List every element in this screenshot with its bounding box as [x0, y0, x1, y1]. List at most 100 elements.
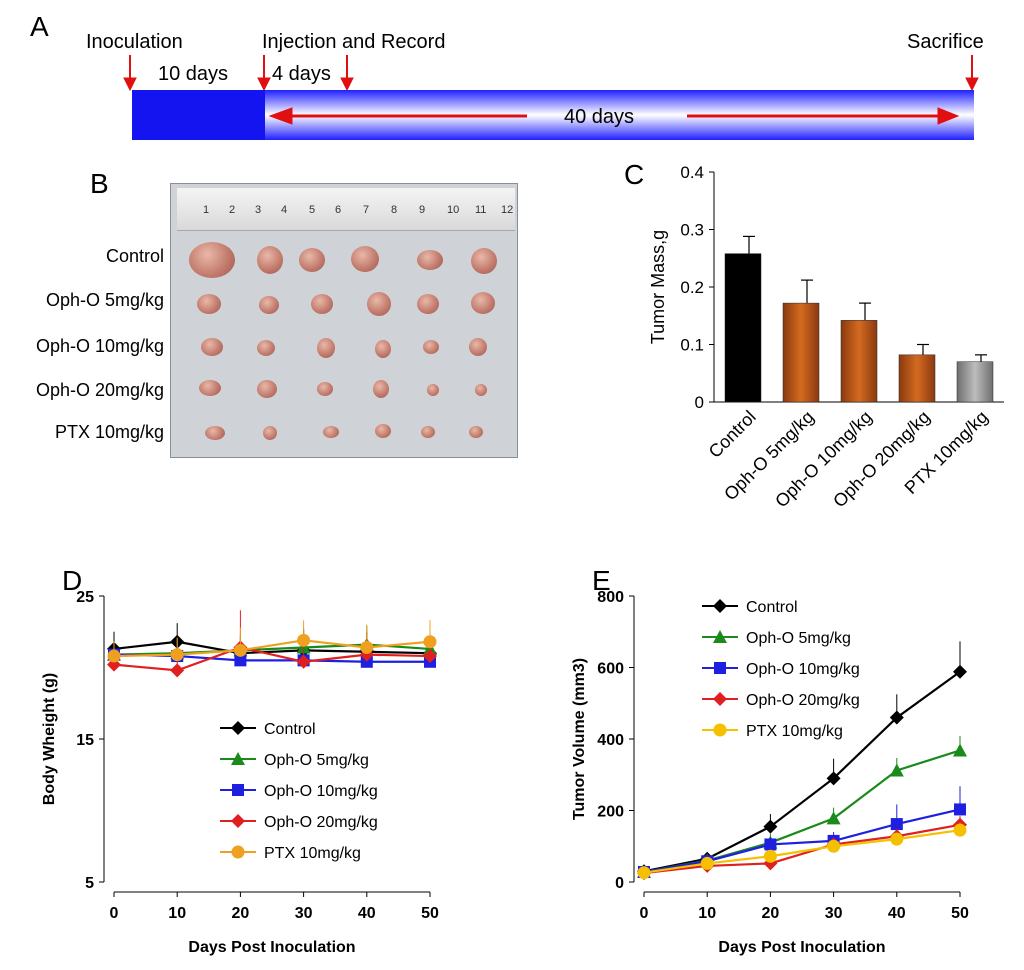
- legend-marker: [714, 662, 726, 674]
- days10-label: 10 days: [158, 63, 228, 85]
- data-point: [953, 823, 967, 837]
- series-4: [637, 823, 967, 880]
- series-line: [113, 646, 431, 672]
- data-point: [637, 866, 651, 880]
- legend-marker: [713, 630, 727, 643]
- tumor-volume-line-chart: E 0 200 400 600 800 0 10 20 30 40 50 Days Post Inocu…: [571, 565, 969, 956]
- legend-label: Oph-O 10mg/kg: [264, 783, 378, 800]
- bar: [898, 354, 936, 403]
- days40-double-arrow: [268, 107, 960, 125]
- x-axis-label: Days Post Inoculation: [718, 939, 885, 956]
- series-line: [643, 670, 961, 873]
- injection-arrow: [257, 55, 271, 92]
- tumor: [257, 340, 275, 356]
- data-point: [423, 635, 437, 649]
- tumor: [323, 426, 339, 438]
- sacrifice-label: Sacrifice: [907, 31, 984, 53]
- tumor: [469, 426, 483, 438]
- tumor: [259, 296, 279, 314]
- legend-label: Oph-O 20mg/kg: [746, 692, 860, 709]
- tumor: [471, 248, 497, 274]
- tumor: [299, 248, 325, 272]
- tumor: [351, 246, 379, 272]
- ruler-number: 11: [475, 204, 487, 216]
- x-tick-label: 50: [421, 905, 439, 922]
- tumor: [421, 426, 435, 438]
- tumor: [417, 250, 443, 270]
- ruler-number: 6: [335, 204, 342, 216]
- tumor: [317, 338, 335, 358]
- x-tick-label: 0: [640, 905, 649, 922]
- injection-label: Injection and Record: [262, 31, 445, 53]
- data-point: [233, 643, 247, 657]
- legend-marker: [231, 845, 245, 859]
- legend-label: Control: [746, 599, 798, 616]
- tumor: [375, 340, 391, 358]
- ruler-number: 12: [501, 204, 514, 216]
- data-point: [889, 710, 904, 725]
- legend-label: Oph-O 5mg/kg: [746, 630, 851, 647]
- series-line: [113, 639, 431, 658]
- y-tick-label: 0: [615, 875, 624, 892]
- body-weight-line-chart: D 5 15 25 0 10 20 30 40 50 Days Post Inoculation Bo…: [41, 565, 439, 956]
- data-point: [296, 654, 311, 669]
- y-tick-label: 5: [85, 875, 94, 892]
- series-1: [637, 736, 967, 878]
- y-axis-label: Body Wheight (g): [41, 673, 58, 805]
- tumor: [311, 294, 333, 314]
- data-point: [826, 771, 841, 786]
- ruler-number: 4: [281, 204, 288, 216]
- tumor: [367, 292, 391, 316]
- bar: [956, 361, 994, 403]
- legend-marker: [713, 692, 727, 706]
- panel-letter-c: C: [624, 159, 644, 190]
- data-point: [953, 664, 967, 679]
- ruler-number: 1: [203, 204, 210, 216]
- data-point: [107, 649, 121, 663]
- legend-label: PTX 10mg/kg: [746, 723, 843, 740]
- data-point: [170, 648, 184, 662]
- x-tick-label: 30: [295, 905, 313, 922]
- panel-letter-a: A: [30, 11, 49, 42]
- data-point: [827, 839, 841, 853]
- timeline-bar-solid: [132, 90, 265, 140]
- ruler-number: 2: [229, 204, 236, 216]
- tumor: [471, 292, 495, 314]
- data-point: [826, 811, 841, 825]
- tumor-photo: 1 2 3 4 5 6 7 8 9 10 11 12: [170, 183, 518, 458]
- y-tick-label: 400: [597, 732, 624, 749]
- legend-label: Oph-O 20mg/kg: [264, 814, 378, 831]
- tumor: [199, 380, 221, 396]
- ruler-number: 5: [309, 204, 316, 216]
- y-tick-label: 600: [597, 661, 624, 678]
- ruler-number: 3: [255, 204, 262, 216]
- days4-label: 4 days: [272, 63, 331, 85]
- tumor: [201, 338, 223, 356]
- y-tick-label: 200: [597, 804, 624, 821]
- record-arrow: [340, 55, 354, 92]
- data-point: [763, 849, 777, 863]
- days40-label: 40 days: [564, 106, 634, 128]
- data-point: [360, 640, 374, 654]
- tumor: [373, 380, 389, 398]
- legend-label: Oph-O 10mg/kg: [746, 661, 860, 678]
- inoculation-arrow: [123, 55, 137, 92]
- x-axis-label: Days Post Inoculation: [188, 939, 355, 956]
- y-tick-label: 0.4: [680, 163, 704, 182]
- series-line: [643, 829, 961, 874]
- legend-marker: [231, 721, 245, 735]
- legend-marker: [713, 599, 727, 613]
- x-tick-label: 20: [232, 905, 250, 922]
- tumor: [469, 338, 487, 356]
- x-tick-label: 30: [825, 905, 843, 922]
- y-tick-label: 15: [76, 732, 94, 749]
- tumor: [423, 340, 439, 354]
- ruler-number: 9: [419, 204, 426, 216]
- data-point: [890, 832, 904, 846]
- bar: [782, 302, 820, 403]
- series-4: [107, 620, 437, 663]
- ruler-number: 8: [391, 204, 398, 216]
- data-point: [954, 803, 966, 816]
